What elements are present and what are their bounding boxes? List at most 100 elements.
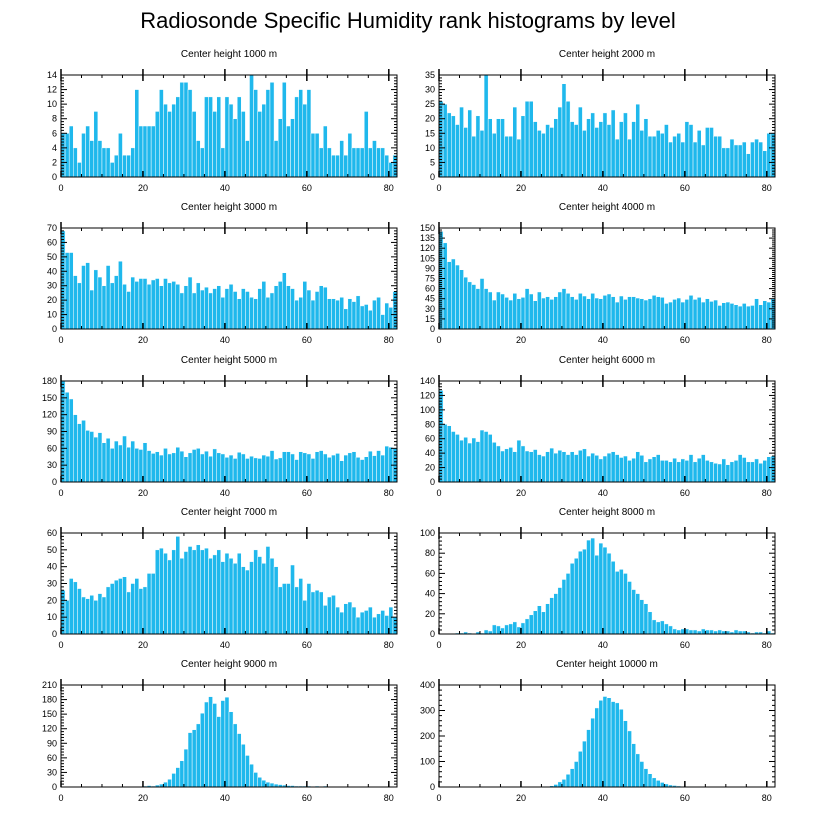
- histogram-bar: [150, 573, 156, 635]
- histogram-bar: [733, 460, 739, 483]
- histogram-bar: [483, 431, 489, 483]
- histogram-bar: [754, 138, 759, 178]
- histogram-bar: [623, 573, 628, 635]
- histogram-bar: [97, 593, 103, 635]
- histogram-bar: [273, 285, 279, 330]
- y-tick-label: 60: [425, 284, 435, 294]
- y-tick-label: 60: [47, 753, 57, 763]
- x-tick-label: 60: [680, 335, 690, 345]
- histogram-bar: [602, 696, 608, 788]
- histogram-bar: [331, 454, 336, 483]
- histogram-bar: [179, 450, 185, 483]
- histogram-bar: [273, 566, 279, 635]
- y-tick-label: 200: [420, 731, 435, 741]
- histogram-bar: [179, 760, 185, 788]
- histogram-bar: [492, 299, 497, 330]
- histogram-bar: [167, 778, 172, 788]
- histogram-bar: [347, 452, 353, 483]
- histogram-bar: [565, 573, 571, 635]
- histogram-bar: [257, 111, 263, 178]
- histogram-bar: [97, 140, 103, 178]
- x-tick-label: 60: [680, 793, 690, 803]
- histogram-bar: [647, 135, 653, 178]
- histogram-bar: [684, 121, 690, 178]
- histogram-bar: [512, 621, 518, 635]
- histogram-bar: [187, 89, 193, 178]
- histogram-bar: [236, 733, 242, 788]
- histogram-bar: [167, 559, 172, 635]
- histogram-bar: [253, 89, 258, 178]
- y-tick-label: 75: [425, 274, 435, 284]
- histogram-bar: [496, 625, 501, 635]
- histogram-bar: [118, 260, 123, 330]
- histogram-bar: [651, 295, 657, 330]
- histogram-bar: [286, 451, 291, 483]
- x-tick-label: 40: [598, 183, 608, 193]
- histogram-bar: [451, 258, 456, 330]
- y-tick-label: 14: [47, 70, 57, 80]
- histogram-bar: [721, 302, 727, 330]
- histogram-bar: [232, 458, 238, 483]
- panel-title: Center height 8000 m: [559, 507, 655, 518]
- histogram-bar: [578, 550, 583, 635]
- histogram-bar: [705, 460, 710, 483]
- histogram-bar: [294, 299, 299, 330]
- histogram-bar: [245, 458, 250, 483]
- histogram-bar: [204, 286, 209, 330]
- histogram-bar: [208, 292, 213, 330]
- histogram-bar: [524, 288, 530, 330]
- histogram-bar: [236, 96, 242, 178]
- x-tick-label: 0: [58, 183, 63, 193]
- y-tick-label: 0: [52, 324, 57, 334]
- x-tick-label: 60: [302, 335, 312, 345]
- histogram-bar: [692, 461, 698, 483]
- histogram-bar: [146, 284, 152, 330]
- histogram-bar: [322, 125, 328, 178]
- histogram-bar: [537, 454, 542, 483]
- histogram-bar: [97, 432, 103, 483]
- histogram-bar: [363, 610, 369, 635]
- histogram-bar: [532, 121, 538, 178]
- histogram-bar: [343, 603, 349, 635]
- histogram-bar: [565, 100, 571, 178]
- histogram-bar: [376, 613, 381, 635]
- histogram-bar: [668, 461, 673, 483]
- histogram-bar: [142, 125, 148, 178]
- histogram-bar: [496, 291, 501, 330]
- plot-frame: [438, 532, 776, 635]
- histogram-bar: [713, 299, 718, 330]
- histogram-bar: [770, 133, 776, 178]
- x-tick-label: 80: [384, 335, 394, 345]
- histogram-bar: [232, 118, 238, 178]
- histogram-bar: [565, 454, 571, 483]
- histogram-panel: Center height 2000 m 0 20 40 60 80 0 5 10 15 20 25 3…: [425, 49, 776, 193]
- histogram-bar: [294, 459, 299, 483]
- y-tick-label: 180: [42, 695, 57, 705]
- histogram-bar: [610, 561, 616, 635]
- histogram-bar: [578, 293, 583, 330]
- histogram-bar: [208, 455, 213, 483]
- histogram-bar: [746, 461, 751, 483]
- histogram-bar: [528, 451, 534, 483]
- histogram-bar: [705, 127, 710, 178]
- histogram-bar: [130, 440, 136, 483]
- histogram-bar: [647, 611, 653, 635]
- histogram-bar: [487, 118, 493, 178]
- histogram-bar: [347, 133, 353, 178]
- histogram-bar: [578, 751, 583, 788]
- histogram-panel: Center height 8000 m 0 20 40 60 80 0 20 40 60 80 10…: [420, 507, 776, 650]
- histogram-bar: [717, 463, 722, 483]
- histogram-bar: [318, 147, 324, 178]
- histogram-bar: [322, 453, 328, 483]
- histogram-bar: [290, 288, 295, 330]
- histogram-panel: Center height 7000 m 0 20 40 60 80 0 10 20 30 40 50…: [47, 507, 398, 650]
- x-tick-label: 80: [384, 640, 394, 650]
- histogram-bar: [672, 628, 677, 635]
- y-tick-label: 45: [425, 294, 435, 304]
- histogram-bar: [359, 459, 365, 483]
- x-tick-label: 60: [302, 640, 312, 650]
- histogram-bar: [487, 291, 493, 330]
- histogram-bar: [651, 135, 657, 178]
- histogram-bar: [741, 457, 747, 483]
- y-tick-label: 10: [425, 143, 435, 153]
